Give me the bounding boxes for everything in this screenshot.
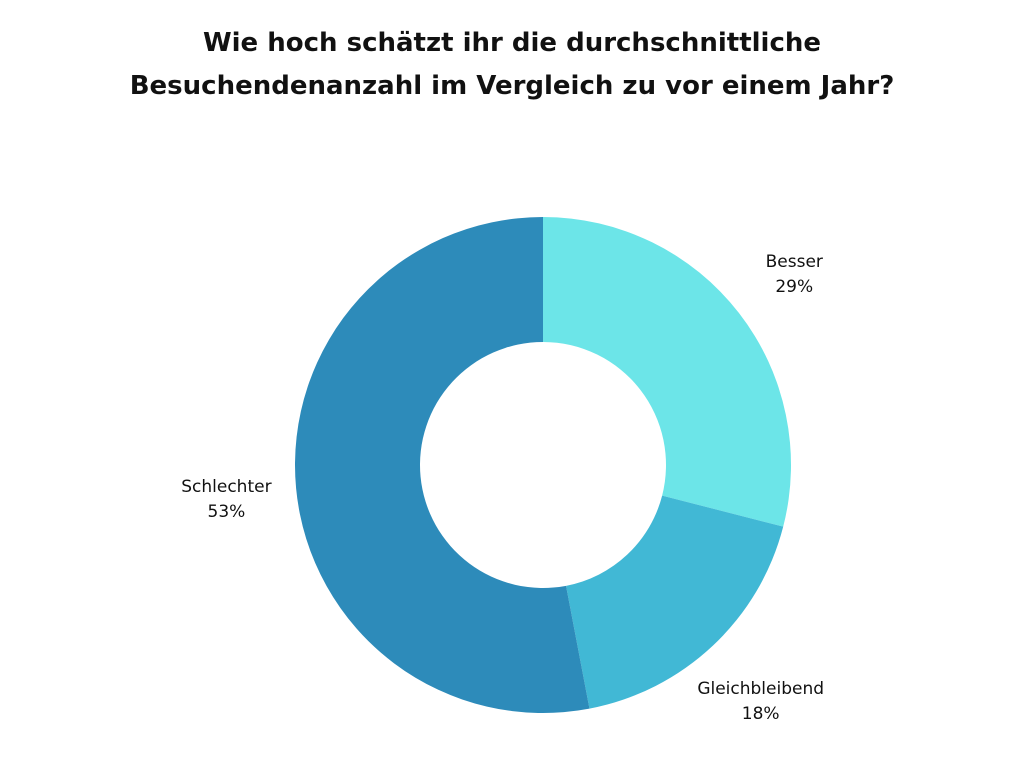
slice-value-gleichbleibend: 18% <box>742 704 780 724</box>
slice-schlechter <box>294 217 590 713</box>
slice-value-schlechter: 53% <box>208 502 246 522</box>
slice-label-schlechter: Schlechter 53% <box>181 477 271 522</box>
chart-title: Wie hoch schätzt ihr die durchschnittlic… <box>0 22 1024 108</box>
slice-category-besser: Besser <box>766 252 823 272</box>
slice-gleichbleibend <box>566 495 784 709</box>
slice-value-besser: 29% <box>775 277 813 297</box>
chart-title-line-1: Wie hoch schätzt ihr die durchschnittlic… <box>202 28 822 58</box>
chart-title-line-2: Besuchendenanzahl im Vergleich zu vor ei… <box>129 71 895 101</box>
slice-label-besser: Besser 29% <box>766 252 823 297</box>
slice-besser <box>543 217 791 527</box>
slice-category-schlechter: Schlechter <box>181 477 271 497</box>
donut-slices <box>294 217 791 713</box>
slice-label-gleichbleibend: Gleichbleibend 18% <box>697 679 824 724</box>
slice-category-gleichbleibend: Gleichbleibend <box>697 679 824 699</box>
slice-labels: Besser 29% Gleichbleibend 18% Schlechter 53% <box>181 252 824 724</box>
